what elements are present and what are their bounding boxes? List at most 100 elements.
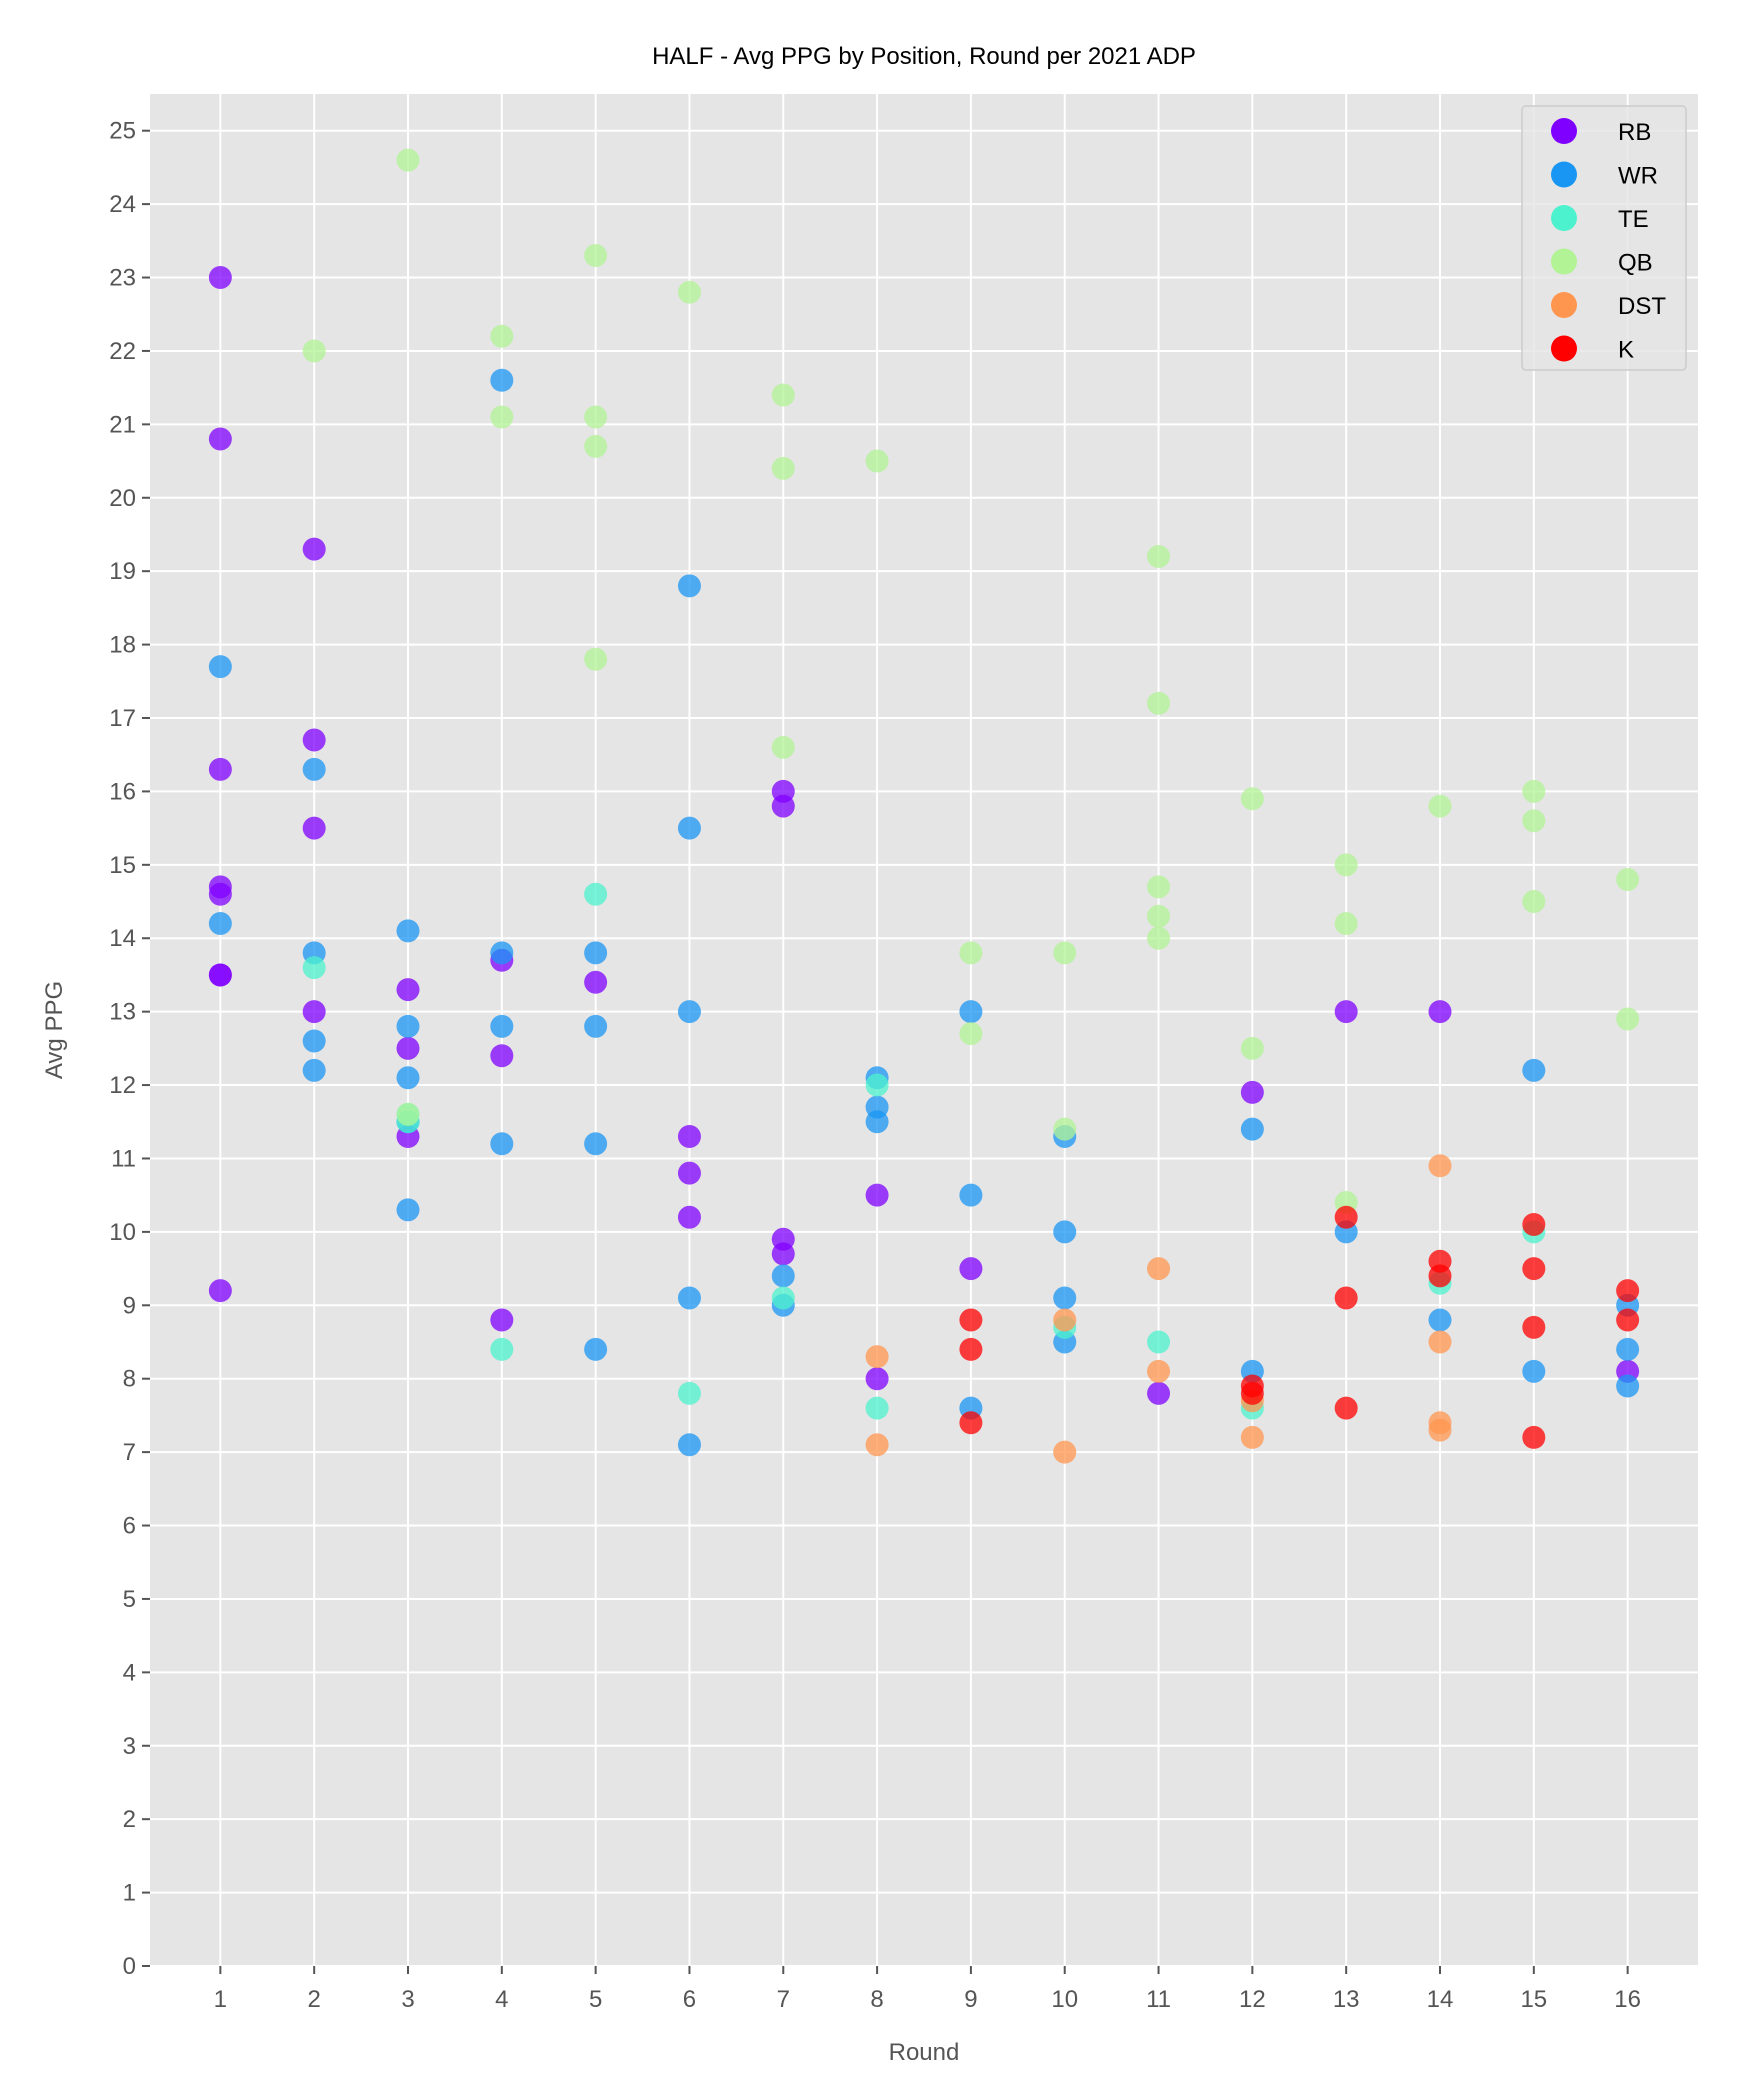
data-point-rb: [396, 1036, 420, 1060]
data-point-qb: [584, 647, 608, 671]
data-point-qb: [959, 1022, 983, 1046]
y-tick-label: 24: [109, 191, 136, 218]
chart-title: HALF - Avg PPG by Position, Round per 20…: [652, 43, 1196, 70]
x-tick-label: 10: [1051, 1986, 1078, 2013]
data-point-qb: [1616, 1007, 1640, 1031]
data-point-rb: [396, 978, 420, 1002]
data-point-qb: [1147, 875, 1171, 899]
x-tick-label: 7: [777, 1986, 790, 2013]
y-tick-label: 16: [109, 778, 136, 805]
x-tick-label: 1: [214, 1986, 227, 2013]
data-point-wr: [490, 368, 514, 392]
data-point-rb: [677, 1124, 701, 1148]
y-tick-label: 17: [109, 705, 136, 732]
legend-label-rb: RB: [1618, 119, 1651, 146]
y-tick-label: 8: [123, 1366, 136, 1393]
y-tick-label: 12: [109, 1072, 136, 1099]
legend-marker-qb: [1551, 248, 1577, 275]
data-point-qb: [771, 456, 795, 480]
data-point-dst: [1053, 1440, 1077, 1464]
data-point-rb: [677, 1205, 701, 1229]
data-point-k: [1522, 1425, 1546, 1449]
legend-marker-wr: [1551, 161, 1577, 188]
data-point-te: [677, 1381, 701, 1405]
data-point-rb: [1428, 1000, 1452, 1024]
data-point-te: [490, 1337, 514, 1361]
data-point-dst: [1428, 1330, 1452, 1354]
data-point-wr: [302, 1029, 326, 1053]
data-point-k: [1522, 1213, 1546, 1237]
x-axis-label: Round: [889, 2039, 960, 2066]
plot-area: [150, 94, 1698, 1966]
x-tick-label: 11: [1146, 1986, 1171, 2013]
data-point-qb: [1147, 544, 1171, 568]
data-point-rb: [771, 1242, 795, 1266]
legend-label-te: TE: [1618, 206, 1649, 233]
data-point-wr: [584, 1132, 608, 1156]
data-point-wr: [677, 1433, 701, 1457]
data-point-k: [1334, 1205, 1358, 1229]
data-point-qb: [771, 735, 795, 759]
data-point-te: [302, 956, 326, 980]
data-point-dst: [865, 1433, 889, 1457]
data-point-wr: [302, 1058, 326, 1082]
data-point-rb: [865, 1183, 889, 1207]
y-tick-label: 2: [123, 1806, 136, 1833]
data-point-k: [1522, 1257, 1546, 1281]
data-point-wr: [677, 816, 701, 840]
y-tick-label: 10: [109, 1219, 136, 1246]
data-point-k: [959, 1308, 983, 1332]
data-point-qb: [1147, 926, 1171, 950]
x-tick-label: 12: [1239, 1986, 1266, 2013]
data-point-wr: [490, 1132, 514, 1156]
data-point-qb: [1053, 1117, 1077, 1141]
data-point-wr: [1522, 1058, 1546, 1082]
y-axis-label: Avg PPG: [41, 981, 68, 1079]
data-point-wr: [677, 574, 701, 598]
data-point-dst: [1240, 1425, 1264, 1449]
data-point-wr: [584, 1337, 608, 1361]
data-point-rb: [302, 537, 326, 561]
series-dst: [865, 1154, 1452, 1464]
x-tick-label: 4: [495, 1986, 508, 2013]
data-point-wr: [396, 1066, 420, 1090]
series-qb: [302, 148, 1640, 1215]
data-point-rb: [208, 266, 232, 290]
data-point-wr: [396, 919, 420, 943]
x-tick-label: 6: [683, 1986, 696, 2013]
data-point-dst: [1147, 1359, 1171, 1383]
data-point-te: [1147, 1330, 1171, 1354]
data-point-k: [1334, 1286, 1358, 1310]
data-point-k: [959, 1411, 983, 1435]
y-tick-label: 18: [109, 632, 136, 659]
data-point-qb: [677, 280, 701, 304]
y-tick-label: 15: [109, 852, 136, 879]
axis-ticks: 1 2 3 4 5 6 7 8 9 10 11 12 13 14 15 1601234567891011121…: [109, 118, 1641, 2013]
x-tick-label: 16: [1614, 1986, 1641, 2013]
y-tick-label: 6: [123, 1513, 136, 1540]
y-tick-label: 5: [123, 1586, 136, 1613]
data-point-wr: [1616, 1374, 1640, 1398]
grid: [150, 94, 1698, 1967]
legend-label-k: K: [1618, 337, 1634, 364]
legend-box: [1521, 105, 1687, 371]
data-point-rb: [208, 757, 232, 781]
data-point-qb: [1522, 809, 1546, 833]
data-point-rb: [677, 1161, 701, 1185]
data-point-te: [865, 1396, 889, 1420]
y-tick-label: 3: [123, 1733, 136, 1760]
series-k: [959, 1205, 1640, 1449]
data-point-rb: [1240, 1080, 1264, 1104]
data-point-qb: [1053, 941, 1077, 965]
data-point-qb: [584, 405, 608, 429]
data-point-qb: [1147, 691, 1171, 715]
data-point-qb: [1522, 890, 1546, 914]
data-point-qb: [302, 339, 326, 363]
data-point-qb: [1147, 904, 1171, 928]
data-point-wr: [396, 1014, 420, 1038]
data-point-wr: [1428, 1308, 1452, 1332]
data-point-wr: [396, 1198, 420, 1222]
data-point-wr: [677, 1000, 701, 1024]
legend-label-wr: WR: [1618, 163, 1658, 190]
data-point-qb: [1522, 779, 1546, 803]
